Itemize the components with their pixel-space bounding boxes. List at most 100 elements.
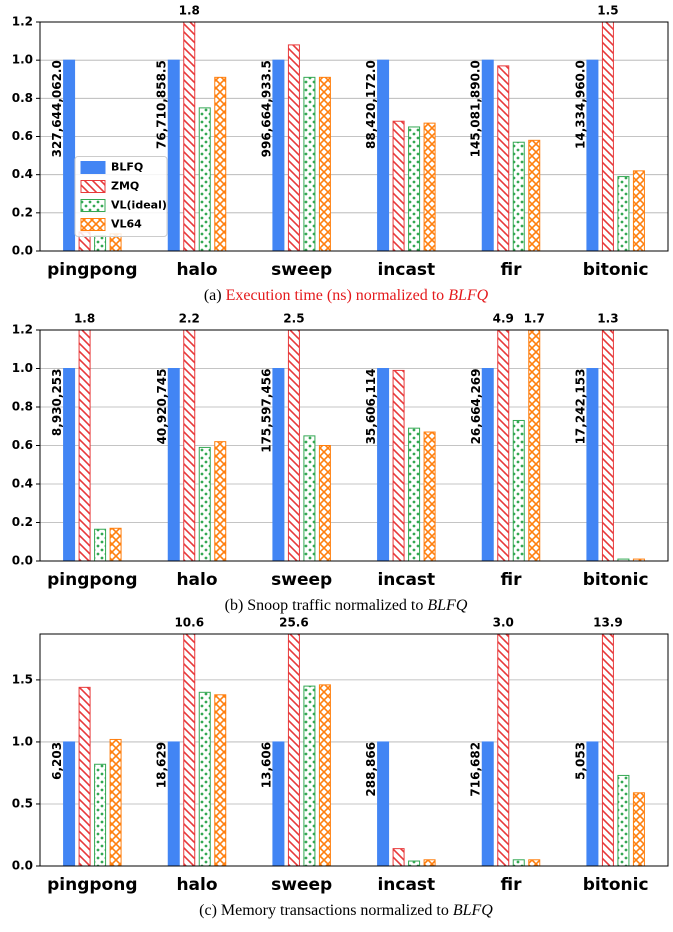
- caption-part: (c): [199, 902, 217, 919]
- x-tick-label: halo: [176, 875, 217, 895]
- bar: [78, 330, 91, 561]
- bar: [497, 634, 510, 866]
- value-label: 1.7: [524, 312, 545, 326]
- bars: [63, 634, 645, 866]
- x-tick-label: halo: [176, 260, 217, 280]
- y-tick-label: 1.0: [12, 734, 33, 748]
- bar: [167, 59, 180, 251]
- value-label: 13.9: [593, 616, 623, 630]
- bar: [63, 741, 76, 866]
- bar: [198, 107, 211, 251]
- bar: [318, 684, 331, 866]
- legend-label: ZMQ: [111, 180, 139, 193]
- bar: [272, 59, 285, 251]
- value-label: 2.2: [179, 312, 200, 326]
- y-tick-label: 1.2: [12, 15, 33, 29]
- annotation: 76,710,858.5: [155, 60, 169, 149]
- bar: [497, 330, 510, 561]
- y-tick-label: 0.4: [12, 167, 33, 181]
- value-label: 1.3: [597, 312, 618, 326]
- bar: [63, 368, 76, 561]
- annotation: 175,597,456: [259, 369, 273, 453]
- bar: [617, 774, 630, 866]
- y-tick-label: 1.0: [12, 53, 33, 67]
- annotation: 716,682: [469, 742, 483, 797]
- annotation: 88,420,172.0: [364, 60, 378, 149]
- legend: BLFQ ZMQ VL(ideal) VL64: [74, 156, 168, 237]
- x-tick-label: fir: [501, 570, 523, 590]
- bar: [586, 59, 599, 251]
- legend-box: [74, 156, 168, 237]
- annotation: 14,334,960.0: [573, 60, 587, 149]
- legend-label: VL(ideal): [111, 199, 167, 212]
- caption-part: BLFQ: [427, 597, 467, 614]
- bar: [303, 685, 316, 866]
- bar: [423, 859, 436, 866]
- bar: [481, 368, 494, 561]
- y-tick-label: 0.6: [12, 129, 33, 143]
- bar: [408, 126, 421, 251]
- x-tick-label: bitonic: [583, 260, 649, 280]
- bar: [632, 792, 645, 866]
- annotation: 145,081,890.0: [469, 60, 483, 157]
- bar: [377, 59, 390, 251]
- caption-part: Memory transactions normalized to: [221, 902, 449, 919]
- bar: [167, 368, 180, 561]
- legend-swatch: [80, 218, 106, 231]
- bar: [392, 120, 405, 251]
- x-tick-label: sweep: [271, 260, 332, 280]
- bar: [408, 860, 421, 866]
- x-tick-label: sweep: [271, 875, 332, 895]
- x-tick-label: halo: [176, 570, 217, 590]
- bar: [78, 686, 91, 866]
- bar: [318, 445, 331, 561]
- x-tick-label: fir: [501, 260, 523, 280]
- caption: (a) Execution time (ns) normalized to BLFQ: [204, 287, 489, 304]
- value-label: 1.5: [597, 4, 618, 18]
- annotation: 40,920,745: [155, 369, 169, 445]
- bar: [601, 330, 614, 561]
- bar: [287, 634, 300, 866]
- bar: [303, 435, 316, 561]
- bar: [94, 528, 107, 561]
- bar: [287, 44, 300, 251]
- y-tick-label: 0.5: [12, 796, 33, 810]
- bar: [497, 65, 510, 251]
- value-label: 3.0: [493, 616, 514, 630]
- x-tick-label: incast: [377, 260, 435, 280]
- bar: [377, 368, 390, 561]
- x-tick-label: bitonic: [583, 875, 649, 895]
- subplot: 0.0 0.2 0.4 0.6 0.8 1.0 1.2 pingpong 327,644,062…: [12, 4, 669, 304]
- y-tick-label: 0.2: [12, 205, 33, 219]
- x-tick-label: pingpong: [47, 875, 137, 895]
- y-tick-label: 1.2: [12, 323, 33, 337]
- bar: [63, 59, 76, 251]
- bar: [392, 369, 405, 561]
- y-tick-label: 0.8: [12, 91, 33, 105]
- bar: [303, 76, 316, 251]
- bar: [617, 558, 630, 561]
- bar: [423, 431, 436, 561]
- bar: [214, 694, 227, 866]
- x-tick-label: incast: [377, 875, 435, 895]
- caption-part: BLFQ: [448, 287, 488, 304]
- bar: [94, 235, 107, 251]
- caption-part: Snoop traffic normalized to: [247, 597, 423, 614]
- x-tick-label: pingpong: [47, 260, 137, 280]
- value-label: 4.9: [493, 312, 514, 326]
- caption: (c) Memory transactions normalized to BLFQ: [199, 902, 493, 919]
- annotation: 8,930,253: [50, 369, 64, 437]
- bar: [632, 170, 645, 251]
- x-tick-label: sweep: [271, 570, 332, 590]
- bar: [183, 330, 196, 561]
- bar: [109, 527, 122, 561]
- subplot: 0.0 0.2 0.4 0.6 0.8 1.0 1.2 pingpong 1.8 8,930,25…: [12, 312, 669, 614]
- annotation: 996,664,933.5: [259, 60, 273, 157]
- bar: [272, 368, 285, 561]
- x-tick-label: fir: [501, 875, 523, 895]
- axes-frame: [39, 329, 669, 562]
- bar: [528, 859, 541, 866]
- bar: [512, 859, 525, 866]
- bar: [392, 848, 405, 866]
- bar: [586, 741, 599, 866]
